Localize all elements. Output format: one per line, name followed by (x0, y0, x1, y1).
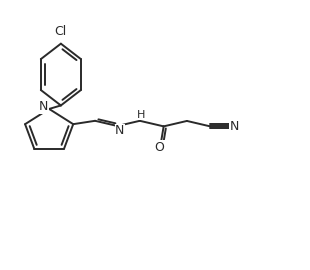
Text: O: O (155, 141, 165, 154)
Text: N: N (229, 120, 239, 133)
Text: H: H (137, 110, 145, 120)
Text: N: N (39, 100, 48, 113)
Text: Cl: Cl (55, 25, 67, 38)
Text: N: N (115, 124, 125, 137)
